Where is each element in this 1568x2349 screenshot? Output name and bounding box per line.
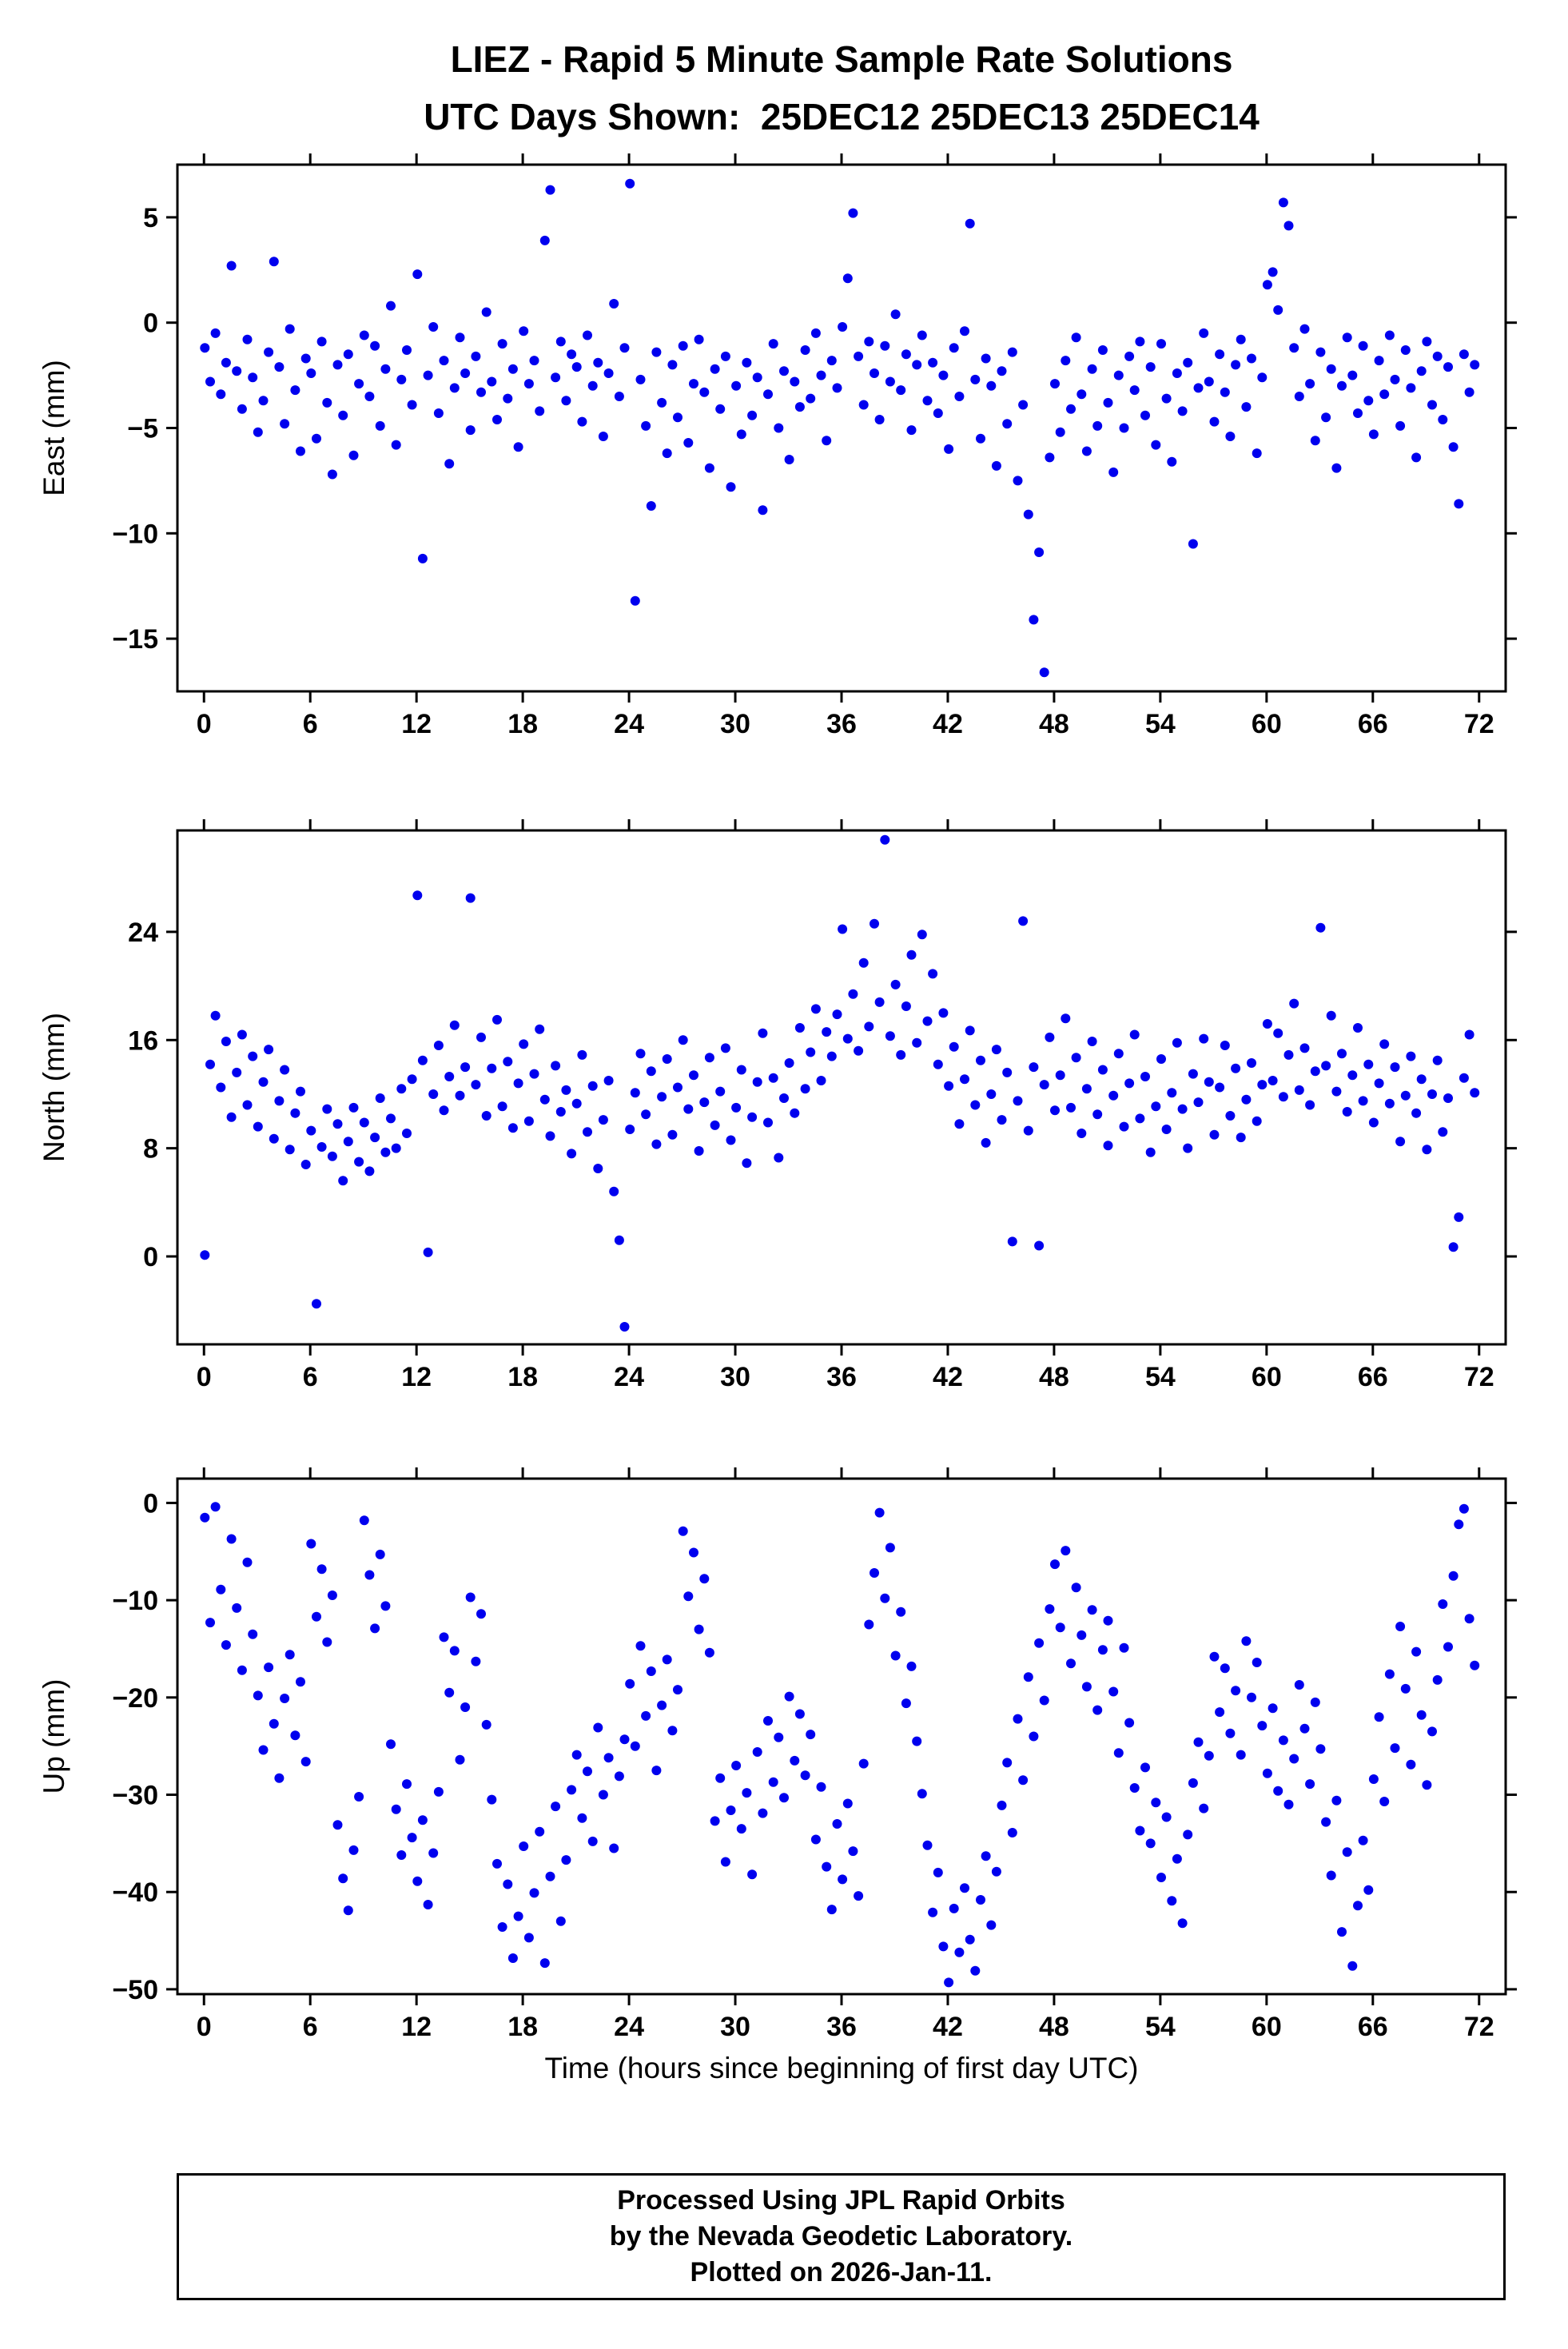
x-tick-label: 54 <box>1145 709 1176 739</box>
chart-title-line2: UTC Days Shown: 25DEC12 25DEC13 25DEC14 <box>424 96 1260 137</box>
x-tick-label: 24 <box>614 2012 644 2042</box>
footer-line-2: by the Nevada Geodetic Laboratory. <box>609 2221 1073 2251</box>
x-tick-label: 24 <box>614 709 644 739</box>
x-tick-label: 18 <box>507 1362 538 1392</box>
x-tick-label: 0 <box>197 1362 212 1392</box>
x-tick-label: 66 <box>1358 1362 1388 1392</box>
x-tick-label: 54 <box>1145 1362 1176 1392</box>
x-tick-label: 60 <box>1252 1362 1282 1392</box>
x-tick-label: 42 <box>933 709 963 739</box>
x-tick-label: 30 <box>720 2012 750 2042</box>
x-tick-label: 0 <box>197 709 212 739</box>
x-tick-label: 12 <box>401 2012 432 2042</box>
x-tick-label: 6 <box>303 1362 318 1392</box>
x-tick-label: 6 <box>303 2012 318 2042</box>
chart-title: LIEZ - Rapid 5 Minute Sample Rate Soluti… <box>177 30 1506 145</box>
footer-line-1: Processed Using JPL Rapid Orbits <box>617 2185 1065 2216</box>
points-up <box>200 1502 1480 1988</box>
x-axis-label: Time (hours since beginning of first day… <box>544 2052 1139 2084</box>
y-tick-label: 24 <box>128 918 158 948</box>
x-tick-label: 42 <box>933 1362 963 1392</box>
footer-box: Processed Using JPL Rapid Orbits by the … <box>177 2173 1506 2300</box>
x-tick-label: 18 <box>507 2012 538 2042</box>
x-tick-label: 48 <box>1039 1362 1069 1392</box>
y-tick-label: −10 <box>112 519 158 549</box>
x-tick-label: 48 <box>1039 2012 1069 2042</box>
y-tick-label: −15 <box>112 624 158 655</box>
y-tick-label: −50 <box>112 1975 158 2005</box>
x-tick-label: 36 <box>826 709 857 739</box>
x-tick-label: 72 <box>1464 1362 1494 1392</box>
panel-east: 0 6 12 18 24 30 36 42 48 54 60 66 72 5 0 −5 −10 −15 <box>112 153 1517 739</box>
y-tick-label: 0 <box>143 1488 158 1519</box>
y-tick-label: 16 <box>128 1025 158 1056</box>
x-tick-label: 30 <box>720 1362 750 1392</box>
x-tick-label: 60 <box>1252 709 1282 739</box>
x-tick-label: 6 <box>303 709 318 739</box>
y-tick-label: 0 <box>143 1242 158 1272</box>
chart-title-line1: LIEZ - Rapid 5 Minute Sample Rate Soluti… <box>450 38 1233 80</box>
y-axis-label-up: Up (mm) <box>38 1679 70 1794</box>
footer-line-3: Plotted on 2026-Jan-11. <box>690 2257 993 2287</box>
y-axis-label-east: East (mm) <box>38 360 70 496</box>
points-east <box>200 178 1480 678</box>
x-tick-label: 12 <box>401 709 432 739</box>
x-tick-label: 18 <box>507 709 538 739</box>
y-tick-label: −5 <box>127 414 158 444</box>
y-tick-label: 8 <box>143 1134 158 1165</box>
y-tick-label: 0 <box>143 309 158 339</box>
x-tick-label: 60 <box>1252 2012 1282 2042</box>
x-tick-label: 54 <box>1145 2012 1176 2042</box>
y-axis-label-north: North (mm) <box>38 1013 70 1162</box>
y-tick-label: 5 <box>143 203 158 233</box>
y-tick-label: −20 <box>112 1683 158 1714</box>
y-tick-label: −10 <box>112 1586 158 1616</box>
x-tick-label: 72 <box>1464 709 1494 739</box>
x-tick-label: 30 <box>720 709 750 739</box>
x-tick-label: 48 <box>1039 709 1069 739</box>
x-tick-label: 36 <box>826 2012 857 2042</box>
x-tick-label: 36 <box>826 1362 857 1392</box>
points-north <box>200 834 1480 1332</box>
x-tick-label: 42 <box>933 2012 963 2042</box>
x-tick-label: 66 <box>1358 709 1388 739</box>
x-tick-label: 0 <box>197 2012 212 2042</box>
panel-up: 0 6 12 18 24 30 36 42 48 54 60 66 72 0 −10 −20 −30 −40 −50 <box>112 1467 1517 2042</box>
x-tick-label: 24 <box>614 1362 644 1392</box>
panel-north: 0 6 12 18 24 30 36 42 48 54 60 66 72 24 16 8 0 <box>128 819 1517 1392</box>
x-tick-label: 12 <box>401 1362 432 1392</box>
x-tick-label: 72 <box>1464 2012 1494 2042</box>
y-tick-label: −40 <box>112 1877 158 1908</box>
y-tick-label: −30 <box>112 1781 158 1811</box>
x-tick-label: 66 <box>1358 2012 1388 2042</box>
